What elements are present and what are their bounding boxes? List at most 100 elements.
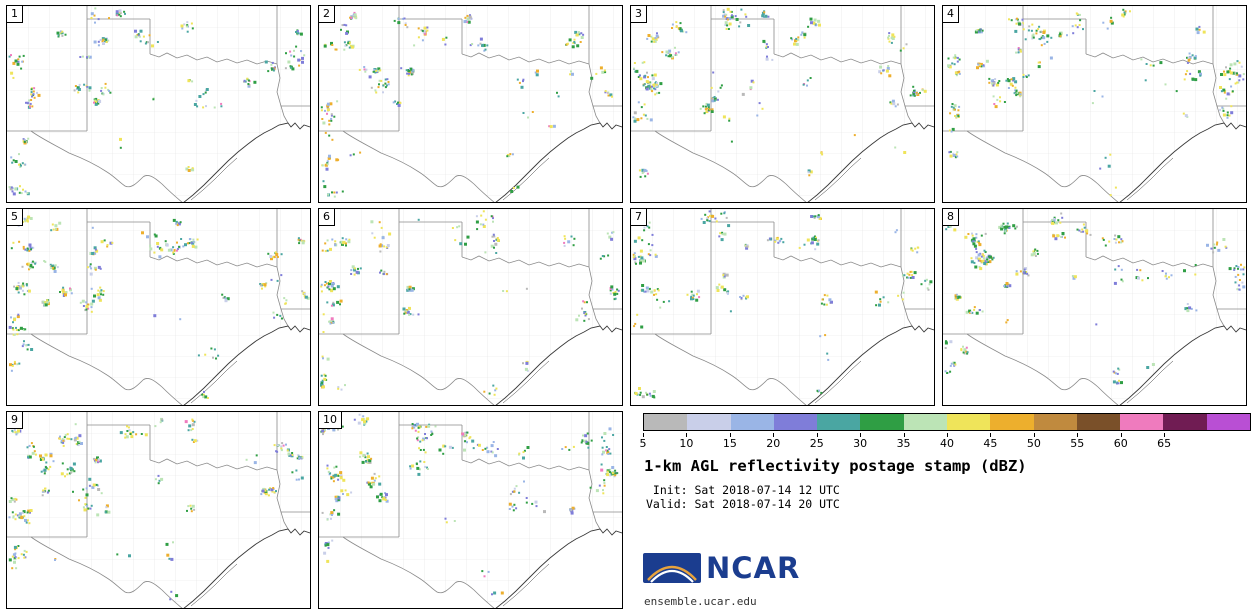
barrier-islands [1126,360,1174,404]
state-border [588,63,601,124]
state-border [1212,266,1225,327]
colorbar-segment [903,414,947,430]
reflectivity-speckles [944,212,1246,385]
coastline [1119,122,1246,202]
ensemble-member-panel-3: 3 [630,5,935,203]
colorbar-tick-label: 50 [1026,437,1041,450]
colorbar-tick [903,433,905,437]
colorbar-tick [773,433,775,437]
colorbar-segment [817,414,861,430]
rio-grande-border [966,333,1119,405]
colorbar-segment [1120,414,1164,430]
reflectivity-speckles [8,215,310,399]
ensemble-member-panel-1: 1 [6,5,311,203]
colorbar-segment [946,414,991,430]
colorbar-segment [1206,414,1250,430]
reflectivity-map [319,209,622,405]
reflectivity-speckles [8,7,306,196]
reflectivity-map [631,209,934,405]
coastline [495,122,622,202]
colorbar-tick [1164,433,1166,437]
state-border [773,52,902,65]
ensemble-member-panel-4: 4 [942,5,1247,203]
ncar-logo-text: NCAR [706,551,801,585]
colorbar-tick [643,433,644,437]
state-border [773,255,902,268]
ensemble-member-panel-2: 2 [318,5,623,203]
colorbar-tick-label: 60 [1113,437,1128,450]
state-border [461,255,590,268]
ensemble-member-panel-5: 5 [6,208,311,406]
reflectivity-speckles [632,7,927,178]
reflectivity-map [943,6,1246,202]
barrier-islands [814,157,862,201]
colorbar-tick-label: 15 [722,437,737,450]
colorbar-tick [1120,433,1122,437]
reflectivity-map [943,209,1246,405]
colorbar-tick [729,433,731,437]
reflectivity-speckles [632,210,933,399]
colorbar-tick-label: 55 [1070,437,1085,450]
colorbar-tick-label: 65 [1157,437,1172,450]
barrier-islands [502,563,550,607]
reflectivity-map [319,6,622,202]
member-number-label: 5 [6,208,23,226]
colorbar-tick-label: 30 [853,437,868,450]
colorbar-strip [643,413,1251,431]
reflectivity-map [631,6,934,202]
rio-grande-border [342,333,495,405]
colorbar-tick [1077,433,1079,437]
coastline [807,122,934,202]
colorbar-segment [1163,414,1207,430]
state-border [276,63,289,124]
figure-title: 1-km AGL reflectivity postage stamp (dBZ… [644,457,1027,475]
figure-info: 5 10 15 20 25 30 35 40 45 50 55 60 65 1-km AGL refle… [630,411,1258,609]
state-border [149,255,278,268]
state-border [900,266,913,327]
colorbar-tick-label: 10 [679,437,694,450]
coastline [183,122,310,202]
state-border [461,52,590,65]
state-border [588,469,601,530]
rio-grande-border [654,130,807,202]
rio-grande-border [30,333,183,405]
barrier-islands [502,360,550,404]
member-number-label: 7 [630,208,647,226]
rio-grande-border [342,536,495,608]
colorbar-segment [773,414,818,430]
colorbar-segment [860,414,904,430]
coastline [183,528,310,608]
colorbar-tick [816,433,818,437]
member-number-label: 9 [6,411,23,429]
coastline [183,325,310,405]
rio-grande-border [30,130,183,202]
state-border [461,458,590,471]
colorbar-tick-label: 5 [639,437,647,450]
colorbar-segment [687,414,731,430]
reflectivity-speckles [947,8,1245,197]
colorbar-segment [644,414,688,430]
ensemble-member-panel-9: 9 [6,411,311,609]
rio-grande-border [654,333,807,405]
reflectivity-map [7,412,310,608]
colorbar-tick-label: 45 [983,437,998,450]
state-border [1212,63,1225,124]
colorbar-segment [1076,414,1121,430]
colorbar-segment [990,414,1034,430]
colorbar-tick [686,433,688,437]
member-number-label: 4 [942,5,959,23]
ncar-logo-mark [643,553,701,583]
ncar-logo: NCAR [643,553,800,583]
barrier-islands [814,360,862,404]
barrier-islands [502,157,550,201]
coastline [807,325,934,405]
valid-time-label: Valid: Sat 2018-07-14 20 UTC [646,497,840,511]
state-border [276,266,289,327]
reflectivity-speckles [320,11,613,198]
colorbar-tick [947,433,948,437]
rio-grande-border [966,130,1119,202]
member-number-label: 2 [318,5,335,23]
coastline [495,325,622,405]
reflectivity-map [319,412,622,608]
colorbar-tick [990,433,992,437]
